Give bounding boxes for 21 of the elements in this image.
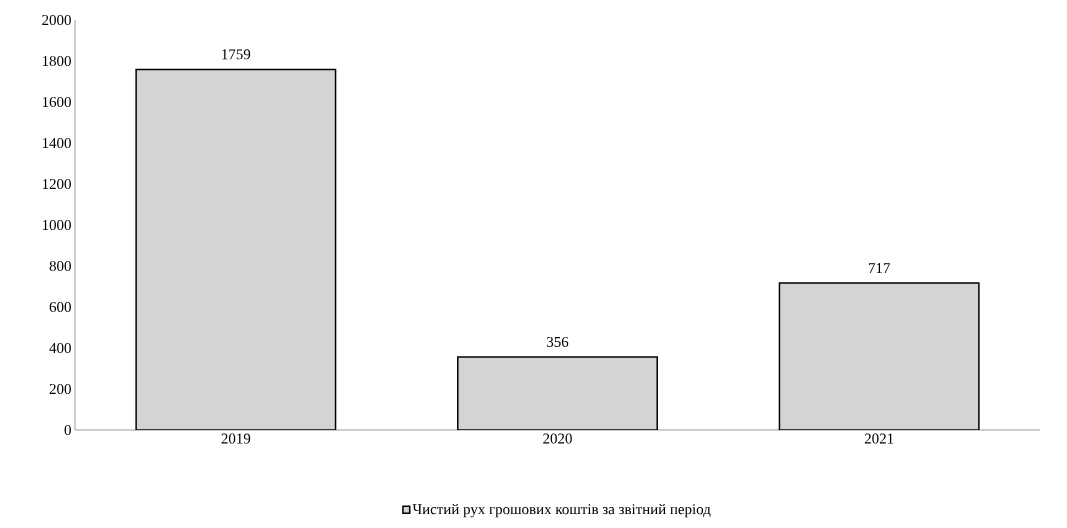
y-tick-label: 0 xyxy=(64,424,71,436)
y-tick-label: 1000 xyxy=(42,219,71,231)
data-label: 717 xyxy=(868,263,890,273)
y-tick-label: 1400 xyxy=(42,137,71,149)
bar xyxy=(135,68,337,430)
x-tick-label: 2019 xyxy=(221,433,251,444)
data-label: 1759 xyxy=(222,49,251,60)
x-tick-label: 2020 xyxy=(543,433,572,444)
y-tick-label: 600 xyxy=(49,301,71,313)
y-tick-label: 1600 xyxy=(42,96,71,108)
bar xyxy=(778,282,980,430)
y-tick-label: 800 xyxy=(49,260,71,272)
y-tick-label: 400 xyxy=(49,342,71,354)
x-tick-label: 2021 xyxy=(864,433,894,444)
legend-label: Чистий рух грошових коштів за звітний період xyxy=(412,503,711,518)
y-tick-label: 2000 xyxy=(42,14,71,26)
y-tick-label: 1200 xyxy=(42,178,71,190)
bar xyxy=(457,356,658,430)
y-tick-label: 200 xyxy=(49,383,71,395)
data-label: 356 xyxy=(547,336,569,347)
y-tick-label: 1800 xyxy=(42,55,71,67)
